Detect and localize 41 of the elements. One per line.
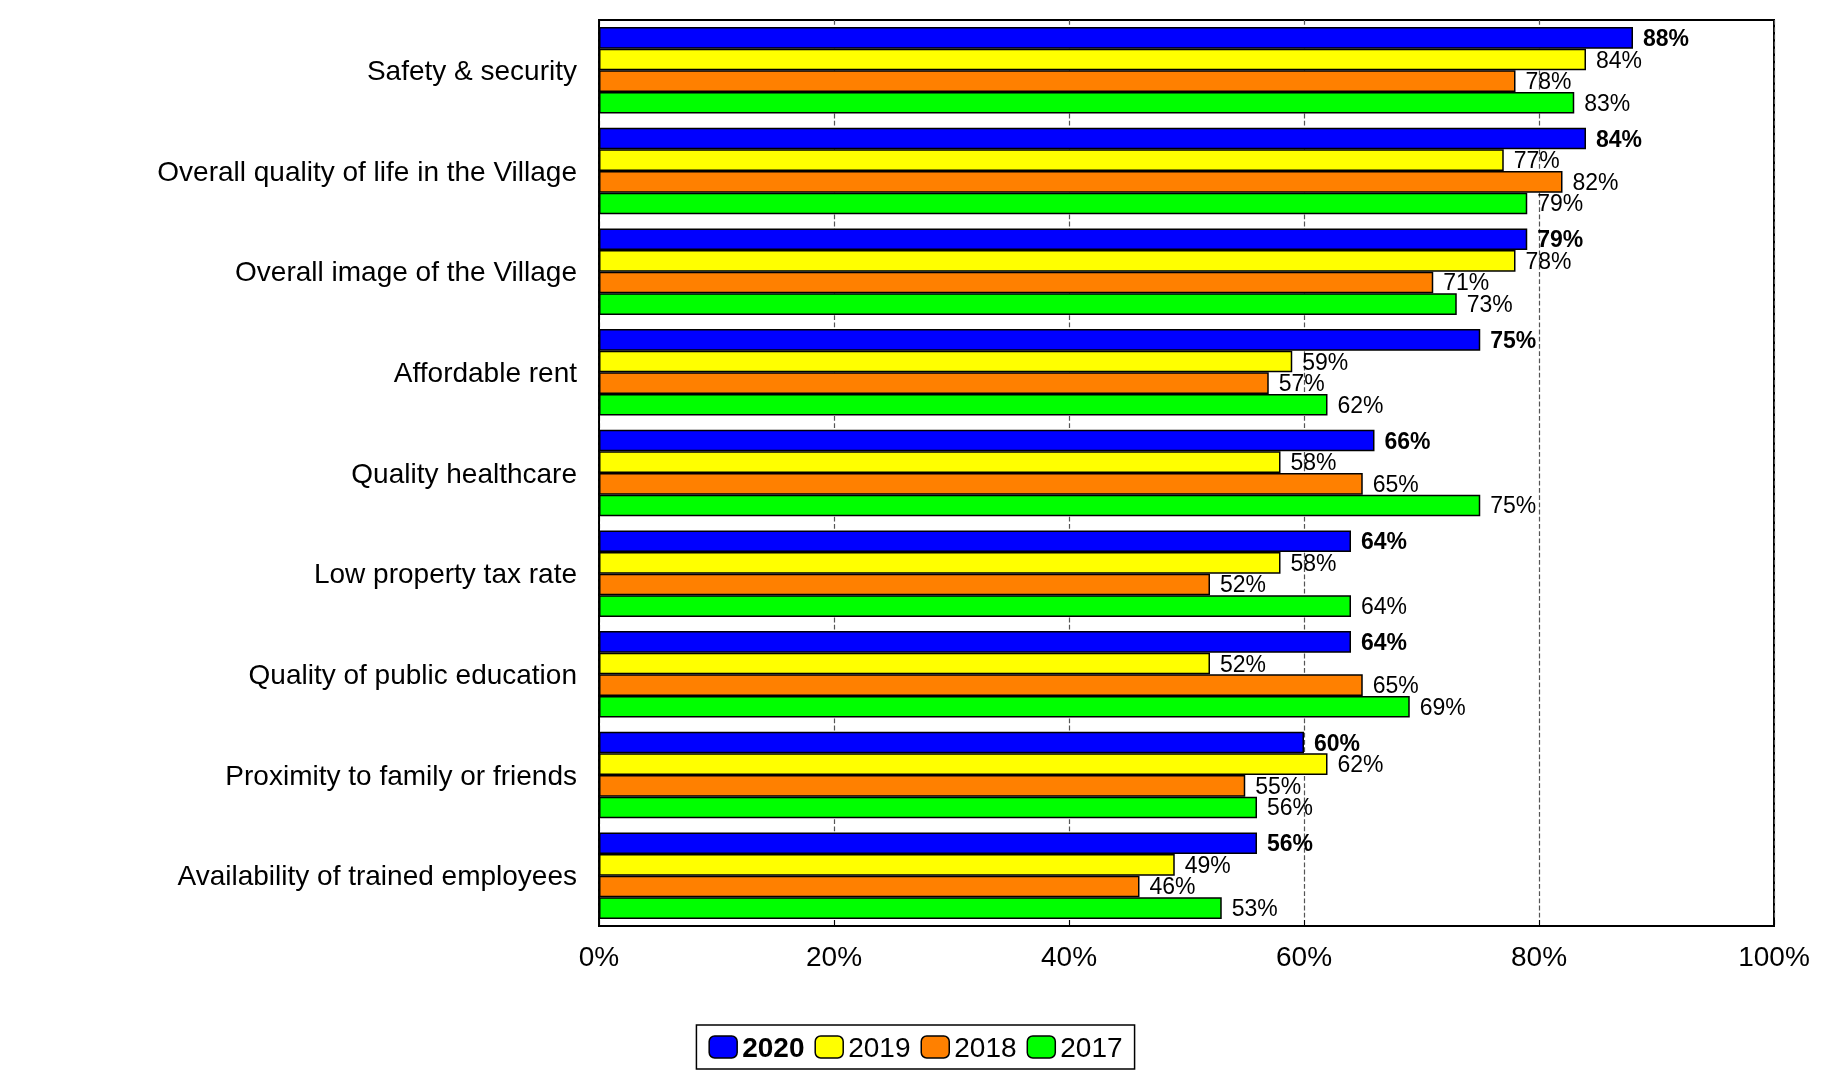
data-label: 65% [1372,672,1419,699]
y-tick-label: Overall quality of life in the Village [157,155,577,187]
legend-label: 2018 [954,1031,1017,1063]
data-label: 77% [1513,147,1560,174]
x-tick-label: 100% [1738,940,1810,972]
data-label: 52% [1220,650,1267,677]
data-label: 84% [1596,125,1643,152]
data-label: 84% [1596,46,1643,73]
y-tick-label: Low property tax rate [313,558,577,590]
y-tick-label: Overall image of the Village [235,256,577,288]
data-label: 64% [1361,528,1408,555]
y-tick-label: Quality healthcare [351,457,577,489]
data-label: 58% [1290,449,1337,476]
data-label: 75% [1490,492,1537,519]
x-tick-label: 0% [578,940,620,972]
y-tick-label: Proximity to family or friends [225,759,577,791]
data-label: 75% [1490,326,1537,353]
data-label: 56% [1267,830,1314,857]
x-tick-label: 40% [1040,940,1098,972]
y-tick-label: Quality of public education [248,658,577,690]
data-label: 58% [1290,549,1337,576]
data-label: 64% [1361,593,1408,620]
data-label: 62% [1337,391,1384,418]
data-label: 53% [1231,895,1278,922]
x-tick-label: 20% [805,940,863,972]
data-label: 65% [1372,470,1419,497]
data-label: 83% [1584,89,1631,116]
data-label: 69% [1419,693,1466,720]
x-tick-label: 60% [1275,940,1333,972]
y-tick-label: Affordable rent [393,356,578,388]
y-tick-label: Availability of trained employees [177,860,577,892]
legend-label: 2019 [848,1031,911,1063]
x-tick-label: 80% [1510,940,1568,972]
legend-label: 2017 [1060,1031,1123,1063]
y-tick-label: Safety & security [366,54,577,86]
data-label: 64% [1361,628,1408,655]
data-label: 88% [1643,24,1690,51]
legend-label: 2020 [742,1031,805,1063]
data-label: 52% [1220,571,1267,598]
data-label: 78% [1525,68,1572,95]
data-label: 66% [1384,427,1431,454]
